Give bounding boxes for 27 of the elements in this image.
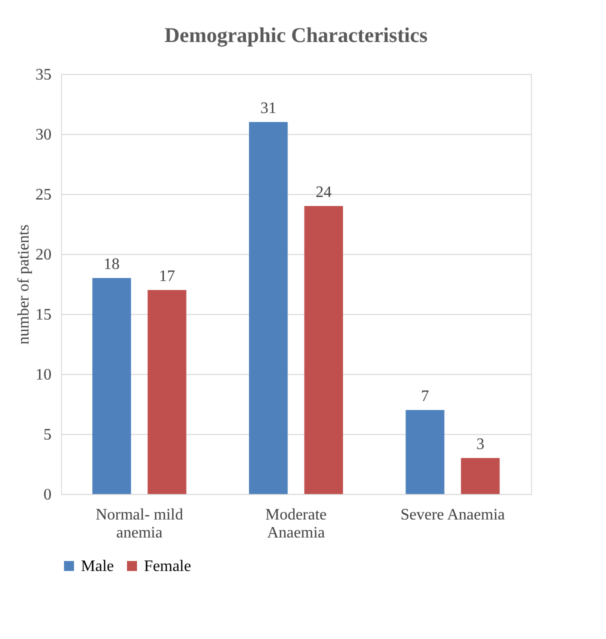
y-tick-label: 0 — [44, 486, 52, 504]
x-tick-label: Moderate Anaemia — [265, 506, 327, 542]
data-label: 3 — [476, 436, 484, 453]
bar — [460, 458, 500, 494]
bar — [249, 122, 288, 494]
data-label: 17 — [158, 268, 175, 285]
y-tick-label: 10 — [36, 366, 52, 384]
data-label: 31 — [260, 100, 276, 117]
data-label: 7 — [421, 388, 430, 405]
bar — [304, 206, 343, 494]
y-tick-label: 5 — [44, 426, 52, 444]
data-label: 24 — [316, 184, 332, 201]
y-tick-label: 20 — [36, 246, 52, 264]
legend-label: Female — [144, 558, 192, 575]
legend-label: Male — [81, 558, 114, 575]
y-tick-label: 15 — [36, 306, 52, 324]
y-tick-label: 25 — [36, 186, 52, 204]
data-label: 18 — [104, 256, 120, 273]
y-tick-label: 30 — [36, 126, 52, 144]
chart-title: Demographic Characteristics — [164, 23, 428, 47]
bar — [406, 410, 444, 494]
x-tick-label: Normal- mild anemia — [96, 506, 184, 542]
bar — [92, 278, 132, 494]
x-tick-label: Severe Anaemia — [400, 506, 505, 524]
y-tick-label: 35 — [36, 66, 52, 84]
y-axis-title: number of patients — [16, 224, 32, 344]
bar — [148, 290, 186, 494]
